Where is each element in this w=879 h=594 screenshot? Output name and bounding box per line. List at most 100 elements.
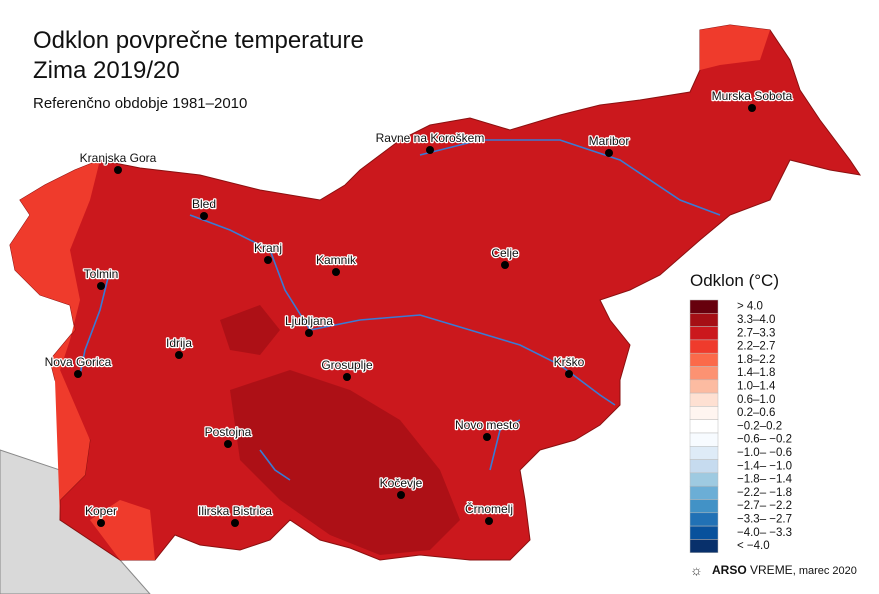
footer-text: ARSO VREME, marec 2020	[712, 563, 857, 577]
rivers	[79, 139, 721, 481]
legend-swatch	[689, 446, 719, 460]
legend-label: 2.7–3.3	[737, 327, 775, 339]
legend-label: > 4.0	[737, 301, 763, 313]
city-label: Koper	[85, 504, 117, 518]
legend-label: 1.4–1.8	[737, 367, 775, 379]
legend-label: −4.0– −3.3	[737, 527, 792, 539]
city-label: Nova Gorica	[45, 355, 112, 369]
river	[79, 269, 111, 376]
hot-zone	[230, 370, 460, 555]
city-dot	[305, 329, 313, 337]
legend-swatch	[689, 339, 719, 354]
city-dot	[426, 146, 434, 154]
legend-label: −2.7– −2.2	[737, 500, 792, 512]
city-label: Celje	[491, 246, 519, 260]
city-label: Novo mesto	[455, 418, 519, 432]
city-dot	[483, 433, 491, 441]
legend-label: −2.2– −1.8	[737, 487, 792, 499]
city-label: Tolmin	[84, 267, 119, 281]
legend-swatch	[689, 299, 719, 314]
city-dot	[501, 261, 509, 269]
legend-swatch	[689, 366, 719, 381]
hot-zone	[220, 305, 280, 355]
warm-zone	[90, 500, 155, 560]
legend-swatch	[689, 459, 719, 474]
subtitle: Zima 2019/20	[33, 57, 180, 84]
legend-swatch	[689, 379, 719, 394]
city-label: Postojna	[205, 425, 252, 439]
legend-swatch	[689, 472, 719, 487]
legend-swatch	[689, 326, 719, 341]
river	[489, 419, 521, 471]
warm-zone	[10, 160, 100, 520]
city-label: Ilirska Bistrica	[198, 504, 272, 518]
city-dot	[175, 351, 183, 359]
city-label: Ljubljana	[285, 314, 333, 328]
city-label: Murska Sobota	[712, 89, 793, 103]
city-dot	[200, 212, 208, 220]
legend-label: 3.3–4.0	[737, 314, 775, 326]
river	[419, 139, 721, 216]
city-label: Maribor	[589, 134, 630, 148]
city-label: Bled	[192, 197, 216, 211]
city-label: Kranj	[254, 241, 282, 255]
footer: ☼ ARSO VREME, marec 2020	[690, 562, 857, 578]
legend-label: −0.6– −0.2	[737, 434, 792, 446]
legend-label: 1.8–2.2	[737, 354, 775, 366]
product: VREME	[750, 563, 793, 577]
city-label: Črnomelj	[465, 501, 513, 516]
city-dot	[97, 282, 105, 290]
warm-zone	[700, 25, 770, 70]
legend-swatch	[689, 419, 719, 434]
city-label: Idrija	[166, 336, 192, 350]
legend-label: 0.6–1.0	[737, 394, 775, 406]
legend-label: −0.2–0.2	[737, 420, 782, 432]
cities: Murska Sobota Ravne na Koroškem Maribor Kra…	[43, 88, 794, 527]
city-dot	[605, 149, 613, 157]
legend-label: < −4.0	[737, 540, 770, 552]
city-dot	[231, 519, 239, 527]
legend-label: 2.2–2.7	[737, 341, 775, 353]
legend-swatch	[689, 392, 719, 407]
city-dot	[224, 440, 232, 448]
city-label: Ravne na Koroškem	[376, 131, 485, 145]
legend-label: −1.4– −1.0	[737, 460, 792, 472]
city-label: Krško	[554, 355, 585, 369]
city-label: Kranjska Gora	[80, 151, 157, 165]
legend-label: 1.0–1.4	[737, 380, 776, 392]
legend-label: 0.2–0.6	[737, 407, 775, 419]
legend-label: −3.3– −2.7	[737, 513, 792, 525]
legend-swatch	[689, 352, 719, 367]
city-dot	[97, 519, 105, 527]
legend-swatch	[689, 525, 719, 540]
legend-swatch	[689, 406, 719, 420]
legend-swatch	[689, 432, 719, 447]
city-label: Kočevje	[380, 476, 423, 490]
city-dot	[264, 256, 272, 264]
legend-title: Odklon (°C)	[690, 271, 779, 290]
logo-icon: ☼	[690, 562, 703, 578]
river	[259, 449, 291, 481]
legend-swatch	[689, 499, 719, 514]
legend-swatch	[689, 313, 719, 327]
city-dot	[343, 373, 351, 381]
city-dot	[332, 268, 340, 276]
city-dot	[565, 370, 573, 378]
legend-swatch	[689, 485, 719, 500]
city-dot	[748, 104, 756, 112]
river	[189, 214, 616, 406]
city-dot	[485, 517, 493, 525]
city-label: Grosuplje	[321, 358, 373, 372]
reference-period: Referenčno obdobje 1981–2010	[33, 95, 247, 112]
legend: > 4.03.3–4.02.7–3.3 2.2–2.71.8–2.21.4–1.8…	[689, 299, 793, 553]
country	[9, 24, 862, 561]
city-dot	[74, 370, 82, 378]
city-dot	[397, 491, 405, 499]
legend-label: −1.0– −0.6	[737, 447, 792, 459]
legend-swatch	[689, 512, 719, 527]
date: , marec 2020	[793, 565, 857, 577]
legend-swatch	[689, 539, 719, 553]
brand: ARSO	[712, 563, 747, 577]
city-label: Kamnik	[316, 253, 357, 267]
